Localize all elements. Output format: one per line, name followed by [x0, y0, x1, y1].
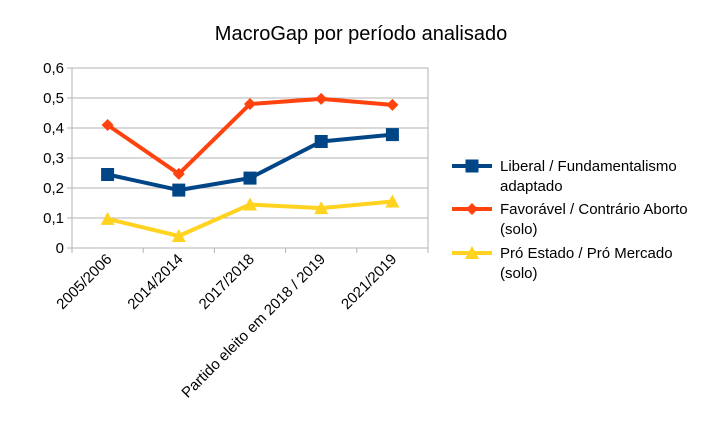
data-point — [315, 92, 328, 105]
y-tick-label: 0,2 — [43, 180, 64, 197]
legend-item-1: Liberal / Fundamentalismo adaptado — [452, 158, 677, 195]
legend-label: (solo) — [500, 265, 538, 282]
series-line — [106, 96, 393, 176]
legend-label: (solo) — [500, 221, 538, 238]
axes: 0 0,1 0,2 0,3 0,4 0,5 0,6 2005/2006 2014/2014 201… — [43, 60, 429, 402]
x-tick-label: 2017/2018 — [196, 251, 258, 313]
data-point — [465, 159, 479, 173]
data-point — [100, 211, 115, 225]
data-point — [465, 246, 479, 259]
y-tick-label: 0,4 — [43, 120, 64, 137]
series-1 — [101, 128, 399, 197]
data-point — [244, 98, 256, 110]
series-2 — [101, 92, 399, 180]
y-tick-label: 0,5 — [43, 90, 64, 107]
x-tick-label: 2005/2006 — [53, 251, 115, 313]
series-3 — [100, 194, 400, 242]
data-point — [385, 194, 400, 208]
legend-label: adaptado — [500, 178, 563, 195]
legend-label: Favorável / Contrário Aborto — [500, 201, 688, 218]
data-point — [171, 229, 186, 242]
data-point — [243, 197, 257, 211]
data-point — [101, 168, 115, 181]
data-point — [172, 183, 186, 197]
legend-item-3: Pró Estado / Pró Mercado (solo) — [452, 245, 673, 282]
data-point — [386, 98, 399, 111]
legend-label: Pró Estado / Pró Mercado — [500, 245, 673, 262]
data-point — [172, 167, 185, 180]
y-tick-label: 0,6 — [43, 60, 64, 77]
legend-label: Liberal / Fundamentalismo — [500, 158, 677, 175]
data-point — [101, 119, 114, 131]
data-point — [466, 203, 478, 215]
grid — [72, 67, 428, 249]
x-tick-label: Partido eleito em 2018 / 2019 — [178, 251, 329, 402]
data-point — [243, 171, 257, 185]
legend-item-2: Favorável / Contrário Aborto (solo) — [452, 201, 688, 238]
x-tick-label: 2014/2014 — [124, 251, 186, 313]
series-layer — [100, 92, 400, 242]
data-point — [385, 128, 399, 142]
y-tick-label: 0,3 — [43, 150, 64, 167]
y-tick-label: 0 — [56, 240, 64, 257]
x-tick-label: 2021/2019 — [338, 251, 400, 313]
data-point — [314, 135, 328, 148]
data-point — [314, 201, 329, 215]
chart-title: MacroGap por período analisado — [215, 23, 507, 45]
y-tick-label: 0,1 — [43, 210, 64, 227]
legend: Liberal / Fundamentalismo adaptado Favoráv… — [452, 158, 688, 282]
